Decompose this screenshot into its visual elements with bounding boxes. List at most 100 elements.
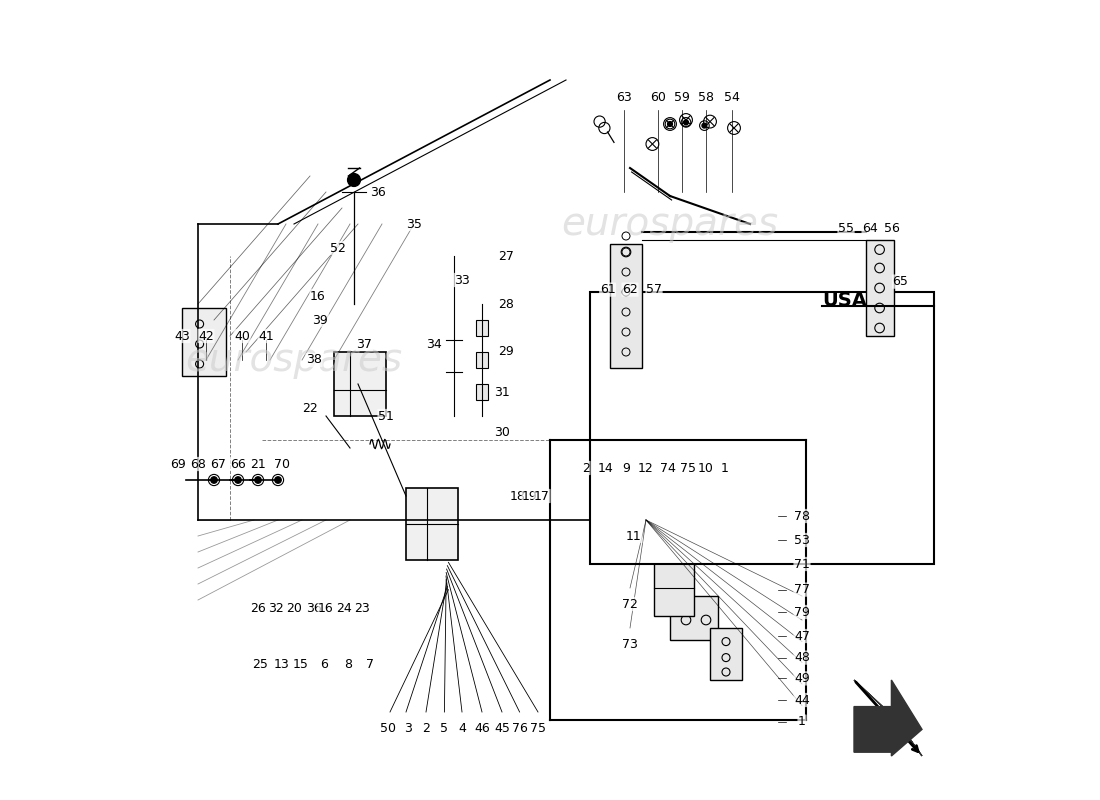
Text: 33: 33 — [454, 274, 470, 286]
Text: 2: 2 — [582, 462, 590, 474]
Text: 59: 59 — [674, 91, 690, 104]
Bar — [476, 384, 487, 400]
Text: 79: 79 — [794, 606, 810, 618]
Polygon shape — [854, 680, 922, 756]
Text: 65: 65 — [892, 275, 909, 288]
Text: 32: 32 — [268, 602, 284, 614]
Text: 37: 37 — [356, 338, 372, 350]
Text: 18: 18 — [510, 490, 526, 502]
Text: 17: 17 — [535, 490, 550, 502]
Text: 1: 1 — [799, 715, 806, 728]
Text: 48: 48 — [794, 651, 810, 664]
Text: 52: 52 — [330, 242, 345, 254]
Text: 28: 28 — [498, 298, 514, 310]
Text: 57: 57 — [646, 283, 662, 296]
Text: 21: 21 — [250, 458, 266, 470]
Text: 29: 29 — [498, 346, 514, 358]
Text: 61: 61 — [600, 283, 616, 296]
Text: 72: 72 — [623, 598, 638, 610]
Bar — [866, 240, 894, 336]
Text: 6: 6 — [320, 658, 328, 670]
Text: 45: 45 — [494, 722, 510, 734]
Bar — [610, 244, 642, 368]
Text: 35: 35 — [406, 218, 422, 230]
Text: 40: 40 — [234, 330, 250, 342]
Text: 67: 67 — [210, 458, 225, 470]
Circle shape — [348, 174, 361, 186]
Text: 2: 2 — [422, 722, 430, 734]
Text: 71: 71 — [794, 558, 810, 570]
Text: 76: 76 — [512, 722, 528, 734]
Text: 56: 56 — [884, 222, 900, 234]
Text: 64: 64 — [862, 222, 878, 234]
Text: 12: 12 — [638, 462, 653, 474]
Bar — [406, 488, 458, 560]
Bar — [182, 308, 225, 376]
Text: 16: 16 — [318, 602, 334, 614]
Polygon shape — [854, 680, 922, 756]
FancyBboxPatch shape — [590, 292, 934, 564]
Text: 54: 54 — [725, 91, 740, 104]
Text: 42: 42 — [198, 330, 213, 342]
Text: 24: 24 — [337, 602, 352, 614]
Text: 47: 47 — [794, 630, 810, 642]
Bar — [334, 352, 386, 416]
Text: 74: 74 — [660, 462, 676, 474]
Text: USA: USA — [822, 290, 867, 310]
Bar — [670, 596, 718, 640]
Bar — [654, 560, 694, 616]
Text: 39: 39 — [312, 314, 328, 326]
Text: 55: 55 — [838, 222, 854, 234]
Text: 23: 23 — [354, 602, 370, 614]
Text: 27: 27 — [498, 250, 514, 262]
Circle shape — [702, 123, 707, 128]
Text: 78: 78 — [794, 510, 810, 522]
Text: 62: 62 — [623, 283, 638, 296]
Text: 31: 31 — [494, 386, 510, 398]
Text: 13: 13 — [274, 658, 290, 670]
Text: 11: 11 — [626, 530, 642, 542]
Bar — [710, 628, 742, 680]
Text: 1: 1 — [720, 462, 728, 474]
Bar — [670, 452, 718, 496]
Text: 5: 5 — [440, 722, 449, 734]
Text: 51: 51 — [378, 410, 394, 422]
Text: 3: 3 — [404, 722, 411, 734]
Text: 19: 19 — [522, 490, 538, 502]
Text: 25: 25 — [253, 658, 268, 670]
Bar — [670, 516, 718, 560]
Text: 9: 9 — [623, 462, 630, 474]
Text: 53: 53 — [794, 534, 810, 546]
Text: 68: 68 — [190, 458, 206, 470]
Circle shape — [255, 477, 261, 483]
Bar — [476, 352, 487, 368]
Text: 14: 14 — [598, 462, 614, 474]
Text: 38: 38 — [306, 354, 322, 366]
Text: 15: 15 — [293, 658, 308, 670]
Text: 73: 73 — [623, 638, 638, 650]
Text: 69: 69 — [170, 458, 186, 470]
Text: 26: 26 — [250, 602, 266, 614]
Text: 77: 77 — [794, 583, 810, 596]
Text: 34: 34 — [426, 338, 442, 350]
Text: 70: 70 — [274, 458, 290, 470]
Text: 46: 46 — [474, 722, 490, 734]
Bar — [476, 320, 487, 336]
Text: 63: 63 — [616, 91, 632, 104]
Text: 10: 10 — [698, 462, 714, 474]
Text: 60: 60 — [650, 91, 666, 104]
Text: 75: 75 — [530, 722, 546, 734]
Text: 49: 49 — [794, 672, 810, 685]
Text: 22: 22 — [302, 402, 318, 414]
Text: 4: 4 — [458, 722, 466, 734]
Text: 44: 44 — [794, 694, 810, 706]
Circle shape — [211, 477, 217, 483]
Circle shape — [683, 120, 689, 125]
Text: 58: 58 — [698, 91, 714, 104]
Circle shape — [668, 122, 672, 126]
Text: 41: 41 — [258, 330, 274, 342]
Text: 36: 36 — [370, 186, 386, 198]
Text: eurospares: eurospares — [561, 205, 779, 243]
Text: 30: 30 — [494, 426, 510, 438]
Text: 16: 16 — [310, 290, 326, 302]
